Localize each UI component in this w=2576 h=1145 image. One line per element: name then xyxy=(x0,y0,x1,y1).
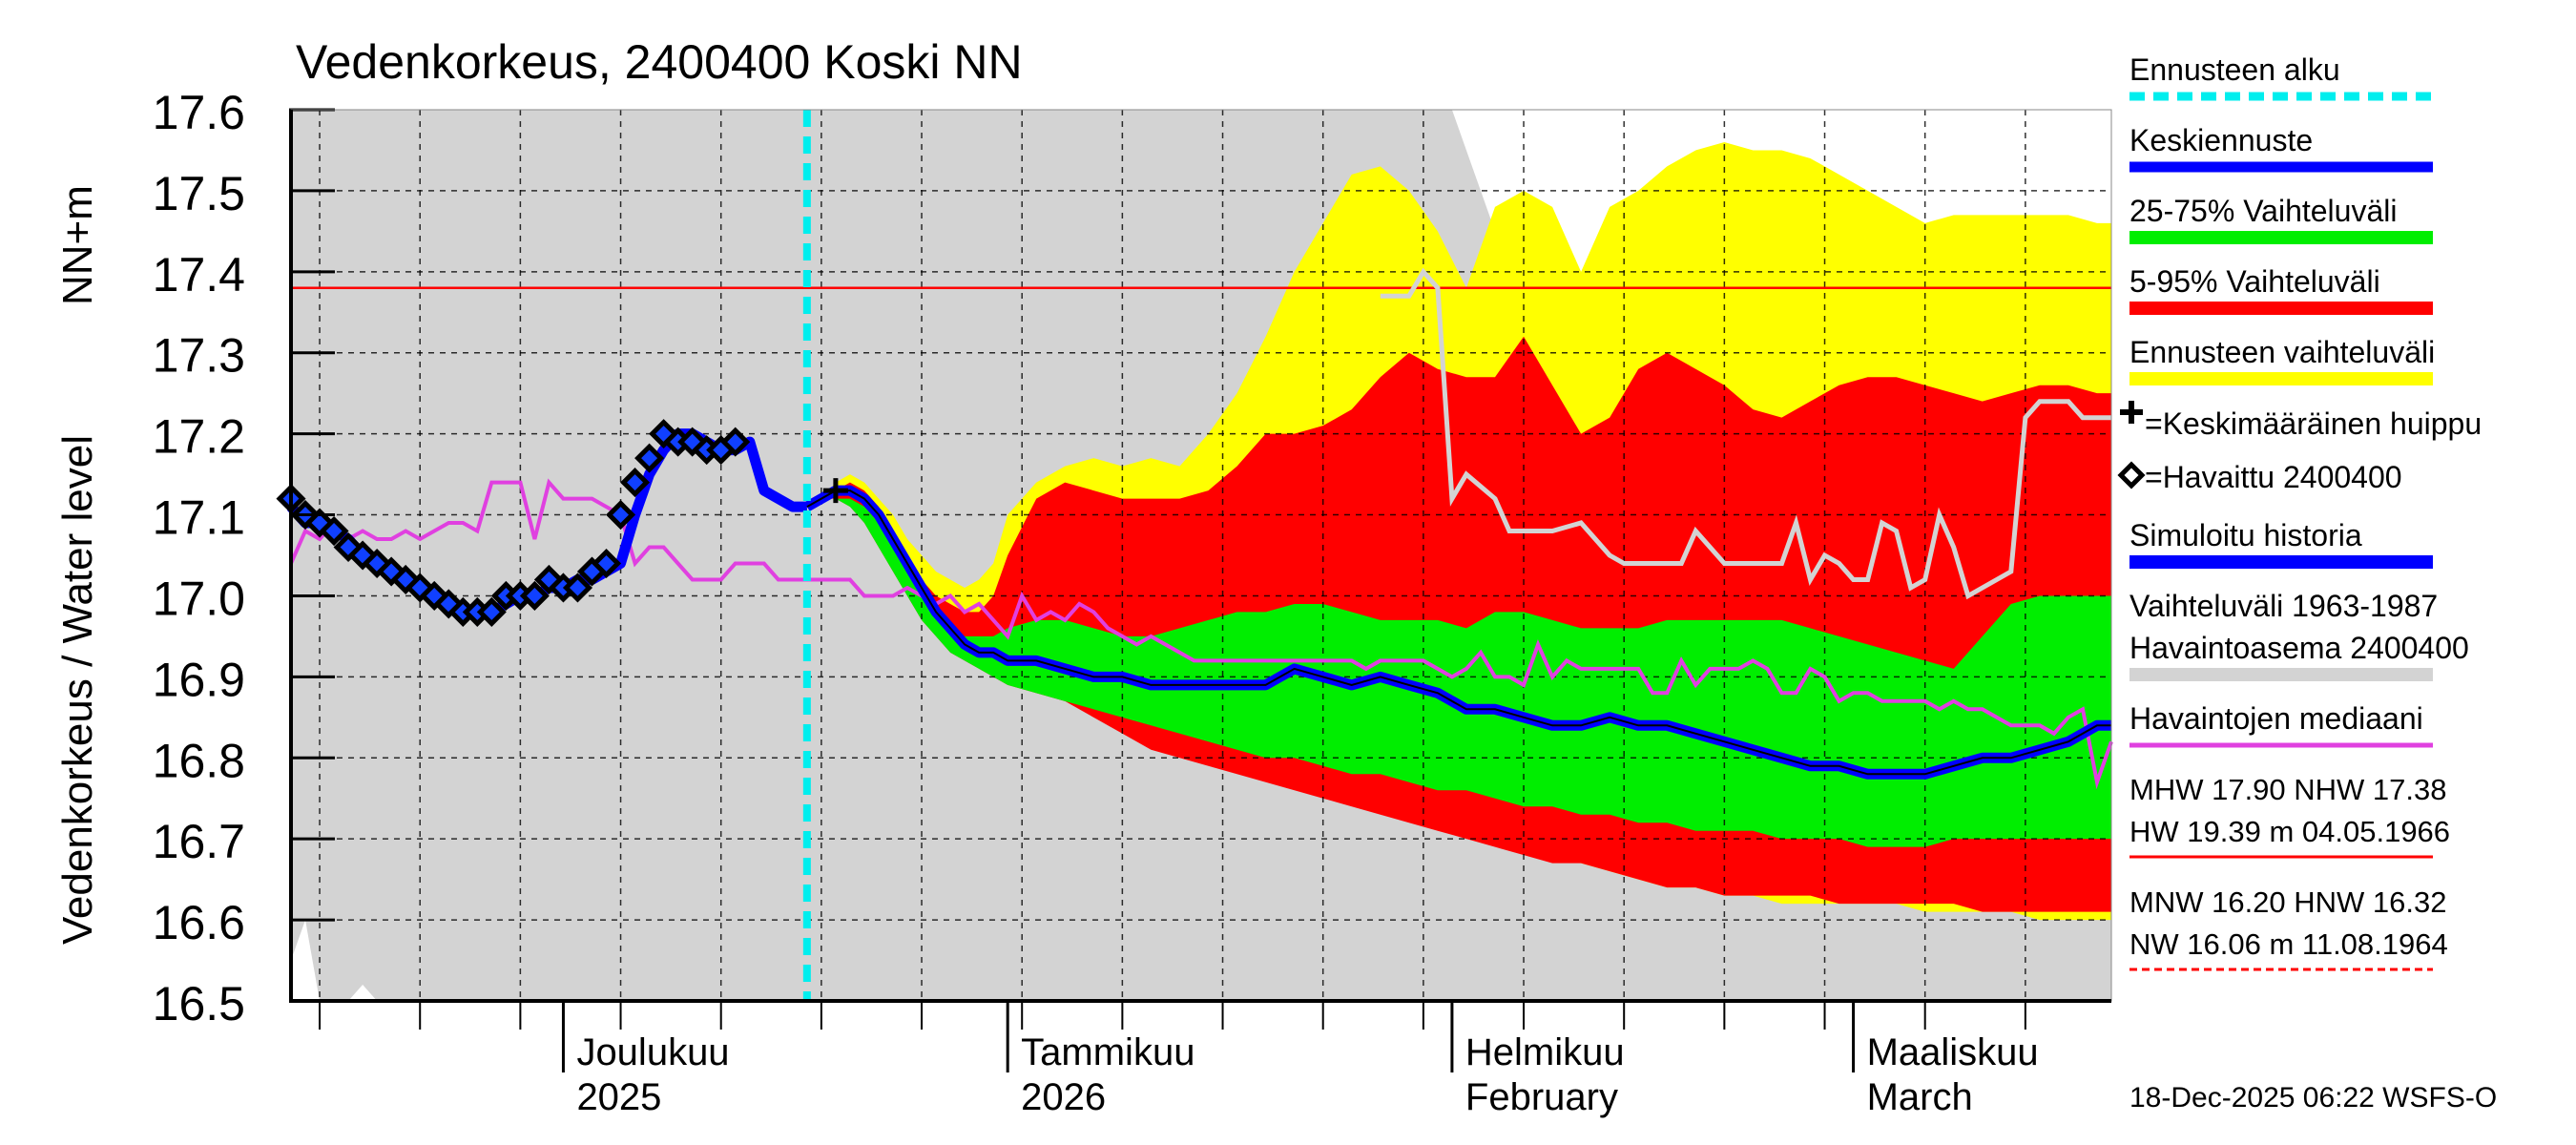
observed-point xyxy=(519,580,550,611)
x-month-label: Joulukuu xyxy=(576,1031,729,1073)
legend-stats-high-2: HW 19.39 m 04.05.1966 xyxy=(2129,815,2450,848)
observed-point xyxy=(634,443,665,473)
mean-peak-marker xyxy=(822,478,848,504)
legend-median-label: Havaintojen mediaani xyxy=(2129,701,2423,736)
legend-simulated-history-label: Simuloitu historia xyxy=(2129,518,2362,552)
legend-range-5-95-label: 5-95% Vaihteluväli xyxy=(2129,264,2380,299)
y-tick-label: 17.5 xyxy=(153,167,245,220)
observed-point xyxy=(319,515,349,547)
observed-point xyxy=(606,500,636,531)
y-axis-label: Vedenkorkeus / Water level xyxy=(54,435,101,945)
y-tick-label: 16.7 xyxy=(153,815,245,868)
observed-point xyxy=(362,548,392,579)
y-tick-label: 16.9 xyxy=(153,653,245,706)
y-tick-label: 16.6 xyxy=(153,896,245,949)
x-year-label: 2025 xyxy=(576,1076,661,1118)
observed-point xyxy=(419,580,449,611)
legend-observed-label: =Havaittu 2400400 xyxy=(2145,460,2402,494)
footer-timestamp: 18-Dec-2025 06:22 WSFS-O xyxy=(2129,1082,2497,1114)
y-tick-label: 17.2 xyxy=(153,410,245,464)
observed-markers xyxy=(276,419,848,627)
legend-stats-high-1: MHW 17.90 NHW 17.38 xyxy=(2129,773,2447,806)
mean-forecast-center-line xyxy=(806,489,2111,776)
y-tick-label: 17.4 xyxy=(153,248,245,302)
axes: 16.5 16.6 16.7 16.8 16.9 17.0 17.1 17.2 17.3 17.4… xyxy=(153,86,2112,1118)
y-tick-label: 16.5 xyxy=(153,977,245,1030)
y-axis-unit: NN+m xyxy=(54,185,101,305)
y-tick-label: 17.6 xyxy=(153,86,245,139)
legend-mean-peak-label: =Keskimääräinen huippu xyxy=(2145,406,2482,441)
legend-stats-low-2: NW 16.06 m 11.08.1964 xyxy=(2129,927,2448,961)
observed-point xyxy=(720,427,751,457)
x-year-label: 2026 xyxy=(1021,1076,1106,1118)
observed-point xyxy=(533,564,564,595)
legend-observed-icon xyxy=(2117,461,2146,489)
legend-range-25-75-label: 25-75% Vaihteluväli xyxy=(2129,194,2397,228)
y-tick-label: 17.3 xyxy=(153,329,245,383)
observed-point xyxy=(562,572,593,603)
observed-point xyxy=(591,548,622,579)
x-month-label: Tammikuu xyxy=(1021,1031,1195,1073)
legend-forecast-start-label: Ennusteen alku xyxy=(2129,52,2340,87)
observed-point xyxy=(390,564,421,595)
x-month-label: Maaliskuu xyxy=(1867,1031,2039,1073)
y-tick-label: 16.8 xyxy=(153,734,245,787)
observed-point xyxy=(405,572,435,603)
legend-mean-forecast-label: Keskiennuste xyxy=(2129,123,2313,157)
legend-history-range-label-1: Vaihteluväli 1963-1987 xyxy=(2129,589,2438,623)
y-tick-label: 17.0 xyxy=(153,572,245,625)
x-year-label: March xyxy=(1867,1076,1973,1118)
x-month-label: Helmikuu xyxy=(1465,1031,1625,1073)
legend-forecast-range-label: Ennusteen vaihteluväli xyxy=(2129,335,2435,369)
median-line xyxy=(289,478,2113,790)
legend-stats-low-1: MNW 16.20 HNW 16.32 xyxy=(2129,885,2447,919)
observed-point xyxy=(620,468,651,498)
observed-point xyxy=(476,596,507,627)
grid-lines xyxy=(291,110,2111,1001)
x-year-label: February xyxy=(1465,1076,1618,1118)
historic-year-line xyxy=(1380,267,2111,600)
legend: Ennusteen alku Keskiennuste 25-75% Vaiht… xyxy=(2117,52,2482,971)
legend-history-range-label-2: Havaintoasema 2400400 xyxy=(2129,631,2469,665)
y-tick-label: 17.1 xyxy=(153,491,245,545)
chart-title: Vedenkorkeus, 2400400 Koski NN xyxy=(296,35,1023,89)
legend-peak-icon xyxy=(2120,401,2143,424)
